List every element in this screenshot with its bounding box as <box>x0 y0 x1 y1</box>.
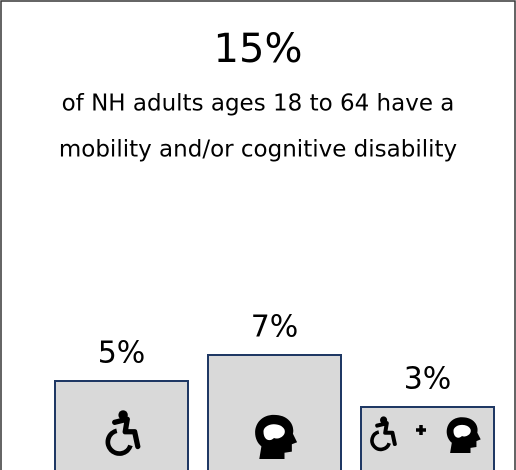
head-icon <box>255 414 298 459</box>
icon-part <box>370 430 391 452</box>
wheelchair-icon <box>370 416 397 452</box>
bar <box>54 380 189 470</box>
icon-part <box>112 416 141 450</box>
icon-part <box>263 424 285 441</box>
value-label: 5% <box>98 336 146 371</box>
subtitle-line: mobility and/or cognitive disability <box>59 137 457 163</box>
value-label: 3% <box>404 362 452 397</box>
plus-icon <box>416 425 426 435</box>
icon-part <box>453 424 471 438</box>
wheelchair-icon <box>105 410 141 456</box>
head-icon <box>446 417 481 453</box>
icon-part <box>105 428 133 456</box>
chart-title: 15% <box>214 26 303 72</box>
subtitle-line: of NH adults ages 18 to 64 have a <box>62 91 455 117</box>
icons <box>105 410 481 459</box>
icon-part <box>375 421 397 447</box>
value-label: 7% <box>251 310 299 345</box>
